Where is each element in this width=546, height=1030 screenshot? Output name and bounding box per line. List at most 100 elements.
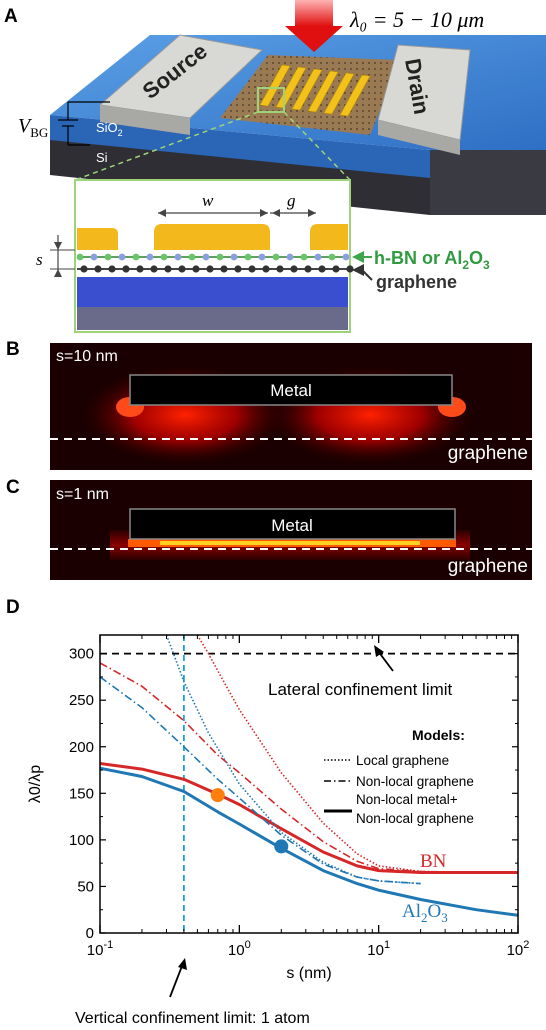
series-bn-solid xyxy=(100,762,518,874)
s-label-c: s=1 nm xyxy=(56,486,109,503)
graphene-atom xyxy=(346,265,354,273)
spacer-atom xyxy=(300,253,308,261)
series-al2o3-solid xyxy=(100,766,518,917)
wavelength-label: λ₀ = 5 − 10 μm xyxy=(349,7,484,32)
spacer-atom xyxy=(286,253,294,261)
graphene-arrow-line xyxy=(361,269,373,281)
vertical-limit-label: Vertical confinement limit: 1 atom xyxy=(75,1010,310,1027)
legend-item-0: Local graphene xyxy=(356,753,449,768)
legend: Local graphene Non-local graphene Non-lo… xyxy=(324,753,474,826)
bn-series-label: BN xyxy=(420,851,447,872)
graphene-atom xyxy=(290,265,298,273)
series-al2o3-dashdot xyxy=(100,676,421,885)
metal-block-b xyxy=(129,374,453,406)
graphene-atom xyxy=(206,265,214,273)
graphene-atom xyxy=(164,265,172,273)
spacer-atom xyxy=(118,253,126,261)
y-axis-label: λ0/λp xyxy=(27,765,44,803)
graphene-atom xyxy=(178,265,186,273)
zoom-line-right xyxy=(283,111,351,181)
graphene-atom xyxy=(220,265,228,273)
graphene-atom xyxy=(150,265,158,273)
legend-item-2: Non-local metal+ xyxy=(356,792,458,807)
graphene-atom xyxy=(108,265,116,273)
al2o3-series-label: Al2O3 xyxy=(402,901,448,925)
spacer-atom xyxy=(230,253,238,261)
metal-label-b: Metal xyxy=(270,381,312,400)
x-tick-label: 101 xyxy=(367,939,390,959)
spacer-atom xyxy=(244,253,252,261)
legend-item-1: Non-local graphene xyxy=(356,774,474,789)
drain-pad xyxy=(377,44,471,141)
spacer-arrow xyxy=(352,251,364,263)
legend-title: Models: xyxy=(412,727,465,743)
spacer-atom xyxy=(202,253,210,261)
lateral-limit-arrow xyxy=(374,645,394,672)
graphene-label-b: graphene xyxy=(448,443,528,464)
graphene-label-c: graphene xyxy=(448,556,528,577)
y-tick-label: 100 xyxy=(69,832,94,849)
series-bn-dotted xyxy=(196,635,518,874)
plot-frame xyxy=(99,634,519,934)
spacer-atom xyxy=(188,253,196,261)
y-tick-label: 50 xyxy=(77,878,94,895)
spacer-atom xyxy=(174,253,182,261)
graphene-atom xyxy=(122,265,130,273)
panel-b: B Metal s=10 nm graphene xyxy=(6,339,532,470)
spacer-atom xyxy=(272,253,280,261)
backgate-circuit xyxy=(58,101,110,146)
graphene-arrow xyxy=(352,264,364,276)
spacer-atom xyxy=(216,253,224,261)
spacer-atom xyxy=(146,253,154,261)
graphene-atom xyxy=(248,265,256,273)
graphene-atom xyxy=(262,265,270,273)
gate-fingers xyxy=(259,64,371,117)
graphene-atom xyxy=(304,265,312,273)
s-label-b: s=10 nm xyxy=(56,348,118,365)
graphene-atom xyxy=(234,265,242,273)
y-tick-label: 300 xyxy=(69,646,94,663)
lateral-limit-label: Lateral confinement limit xyxy=(268,680,453,699)
inset-marker xyxy=(257,87,285,113)
spacer-label: h-BN or Al2O3 xyxy=(374,248,490,272)
panel-b-letter: B xyxy=(6,339,20,360)
graphene-atom xyxy=(276,265,284,273)
x-tick-label: 10-1 xyxy=(87,939,113,959)
vbg-label: VBG xyxy=(18,115,48,140)
y-tick-label: 200 xyxy=(69,739,94,756)
spacer-atoms xyxy=(76,253,350,261)
si-label: Si xyxy=(96,150,108,165)
graphene-channel xyxy=(220,55,400,135)
x-axis-label: s (nm) xyxy=(286,965,331,982)
panel-a: A Source Drain λ₀ = 5 − 10 μm VBG SiO2 S xyxy=(4,0,546,333)
metal-block-c xyxy=(129,508,456,540)
device-right-face xyxy=(430,150,546,215)
spacer-atom xyxy=(342,253,350,261)
spacer-atom xyxy=(104,253,112,261)
y-tick-label: 150 xyxy=(69,785,94,802)
spacer-atom xyxy=(160,253,168,261)
spacer-atom xyxy=(328,253,336,261)
graphene-atom xyxy=(136,265,144,273)
marker-al2o3 xyxy=(274,839,289,854)
y-tick-label: 0 xyxy=(86,925,94,942)
panel-d-letter: D xyxy=(6,597,20,618)
graphene-atom xyxy=(318,265,326,273)
spacer-atom xyxy=(76,253,84,261)
series-al2o3-dotted xyxy=(165,635,421,885)
s-label: s xyxy=(36,250,43,269)
source-pad xyxy=(98,34,264,119)
series-bn-dashdot xyxy=(100,662,518,874)
graphene-atom xyxy=(332,265,340,273)
x-tick-label: 102 xyxy=(507,939,530,959)
g-label: g xyxy=(287,191,296,210)
incident-light-arrow xyxy=(285,0,343,52)
graphene-atom xyxy=(192,265,200,273)
x-tick-label: 100 xyxy=(228,939,251,959)
marker-bn xyxy=(210,788,225,803)
y-tick-label: 250 xyxy=(69,692,94,709)
plot-area xyxy=(100,635,518,933)
panel-c-letter: C xyxy=(6,477,20,498)
drain-pad-side xyxy=(378,120,460,155)
graphene-atom xyxy=(80,265,88,273)
